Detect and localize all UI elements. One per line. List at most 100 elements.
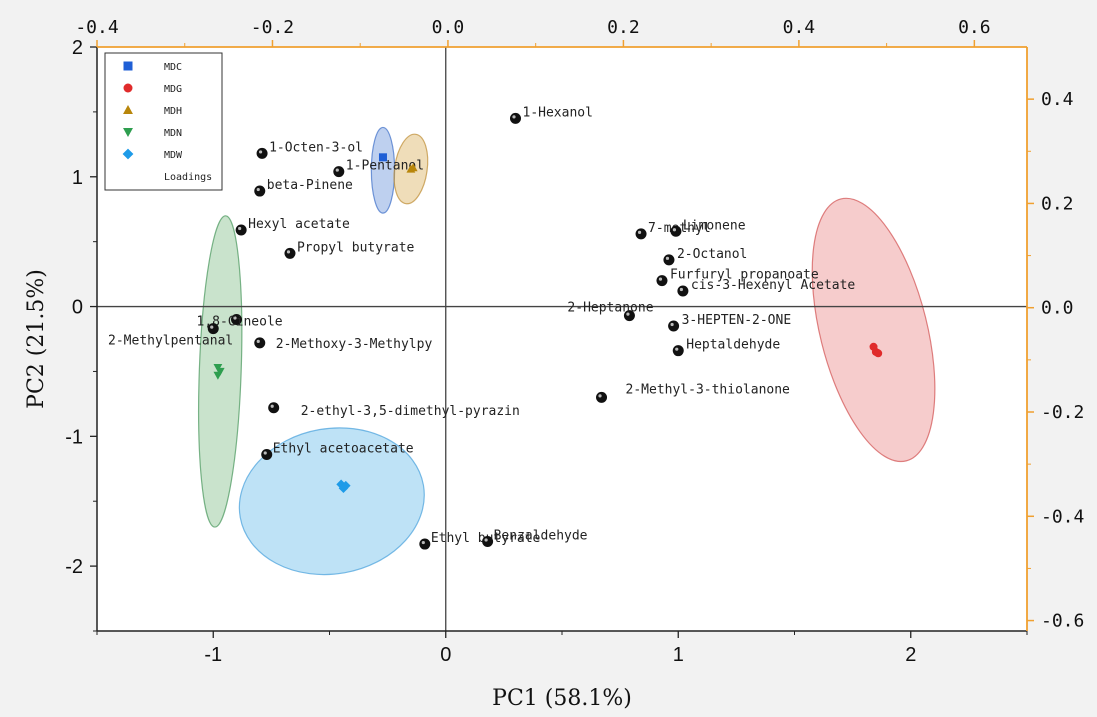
- legend-label-mdw: MDW: [164, 150, 183, 161]
- right-tick-label: 0.2: [1041, 193, 1074, 214]
- loading-highlight: [512, 115, 516, 119]
- loading-highlight: [672, 228, 677, 232]
- loading-marker: [656, 275, 668, 287]
- loading-point: Benzaldehyde: [482, 528, 588, 547]
- loading-label: Ethyl acetoacetate: [273, 442, 414, 457]
- loading-marker: [672, 345, 684, 357]
- loading-marker: [284, 247, 296, 259]
- loading-label: Limonene: [683, 218, 746, 233]
- loading-marker: [670, 225, 682, 237]
- loading-point: 2-Heptanone: [567, 301, 654, 322]
- loading-point: 3-HEPTEN-2-ONE: [668, 313, 791, 332]
- loading-marker: [235, 224, 247, 236]
- legend-label-mdc: MDC: [164, 62, 182, 73]
- loading-highlight: [256, 187, 260, 192]
- loading-marker: [254, 185, 266, 197]
- loading-label: beta-Pinene: [267, 178, 353, 193]
- loadings: 1-Hexanol 1-Octen-3-ol 1-Pentanol beta-Pine…: [108, 105, 856, 550]
- loading-marker: [207, 323, 219, 335]
- loading-highlight: [210, 325, 214, 329]
- loading-highlight: [679, 287, 684, 292]
- loading-highlight: [233, 316, 237, 320]
- loading-point: 2-ethyl-3,5-dimethyl-pyrazin: [268, 402, 520, 419]
- loading-point: 1-Hexanol: [510, 105, 593, 124]
- plot-area: [97, 47, 1027, 631]
- loading-point: 1-Pentanol: [333, 159, 424, 178]
- confidence-ellipses: [198, 126, 936, 576]
- loading-point: Limonene: [670, 218, 746, 237]
- legend-marker-mdn: [123, 127, 133, 137]
- loading-point: 2-Octanol: [663, 247, 747, 266]
- loading-marker: [231, 314, 242, 326]
- loading-highlight: [263, 451, 267, 455]
- loading-highlight: [637, 230, 642, 234]
- legend-label-mdh: MDH: [164, 106, 182, 117]
- loading-point: 1,8-Cineole: [197, 314, 283, 330]
- loading-label: Benzaldehyde: [494, 528, 588, 543]
- loading-label: Furfuryl propanoate: [670, 268, 819, 283]
- loading-label: 2-Methyl-3-thiolanone: [626, 382, 791, 397]
- loading-label: 1,8-Cineole: [197, 315, 283, 330]
- y-tick-label: -2: [65, 556, 83, 578]
- legend: MDC MDG MDH MDN MDW Loadings: [104, 52, 223, 191]
- top-tick-label: -0.4: [75, 17, 118, 38]
- loading-highlight: [335, 168, 339, 172]
- loading-label: 2-Octanol: [677, 247, 747, 262]
- loading-marker: [510, 112, 521, 124]
- loading-highlight: [270, 404, 274, 408]
- point-mdh: [408, 163, 418, 172]
- loading-label: 3-HEPTEN-2-ONE: [682, 313, 792, 328]
- legend-box: [104, 52, 223, 191]
- point-mdw: [338, 483, 349, 494]
- loading-highlight: [658, 277, 663, 281]
- loading-point: 2-Methoxy-3-Methylpy: [254, 337, 432, 352]
- point-mdn: [213, 371, 223, 380]
- loading-label: 2-ethyl-3,5-dimethyl-pyrazin: [301, 404, 520, 419]
- loading-marker: [677, 285, 689, 297]
- right-tick-label: -0.2: [1041, 402, 1084, 423]
- y-axis-title: PC2 (21.5%): [24, 269, 49, 409]
- loading-highlight: [626, 312, 630, 316]
- loading-highlight: [598, 394, 602, 398]
- loading-highlight: [675, 347, 679, 351]
- loading-point: Hexyl acetate: [235, 217, 350, 236]
- loading-label: Heptaldehyde: [686, 338, 780, 353]
- legend-label-mdn: MDN: [164, 128, 182, 139]
- loading-highlight: [258, 150, 263, 154]
- loading-point: 1-Octen-3-ol: [256, 140, 363, 159]
- loading-marker: [256, 147, 268, 159]
- top-tick-label: 0.6: [958, 17, 991, 38]
- loading-label: 2-Methoxy-3-Methylpy: [276, 337, 433, 352]
- loading-point: Heptaldehyde: [672, 338, 780, 357]
- loading-marker: [419, 538, 431, 550]
- loading-point: 2-Methyl-3-thiolanone: [596, 382, 790, 403]
- right-tick-label: 0.4: [1041, 89, 1074, 110]
- loading-highlight: [484, 538, 488, 542]
- legend-marker-mdw: [122, 148, 134, 160]
- loading-marker: [623, 310, 635, 322]
- loading-marker: [635, 228, 647, 240]
- loading-label: 1-Pentanol: [346, 159, 424, 174]
- loading-label: 2-Methylpentanal: [108, 334, 233, 349]
- loading-marker: [668, 320, 680, 332]
- loading-point: Propyl butyrate: [284, 240, 415, 259]
- x-axis-title: PC1 (58.1%): [492, 686, 632, 711]
- top-tick-label: -0.2: [251, 17, 294, 38]
- loading-label: Hexyl acetate: [248, 217, 350, 232]
- y-tick-label: 0: [72, 297, 83, 319]
- point-mdg: [874, 349, 883, 358]
- x-tick-label: -1: [204, 644, 222, 666]
- loading-label: 2-Heptanone: [567, 301, 653, 316]
- loading-highlight: [421, 540, 425, 545]
- right-tick-label: -0.4: [1041, 506, 1084, 527]
- right-tick-label: -0.6: [1041, 611, 1084, 632]
- loading-label: 1-Octen-3-ol: [269, 140, 363, 155]
- point-mdw: [336, 479, 346, 490]
- legend-label-loadings: Loadings: [164, 172, 212, 183]
- loading-point: Furfuryl propanoate: [656, 268, 819, 287]
- loading-point: Ethyl acetoacetate: [261, 442, 414, 461]
- loading-label: cis-3-Hexenyl Acetate: [691, 278, 856, 293]
- legend-marker-mdh: [123, 105, 133, 115]
